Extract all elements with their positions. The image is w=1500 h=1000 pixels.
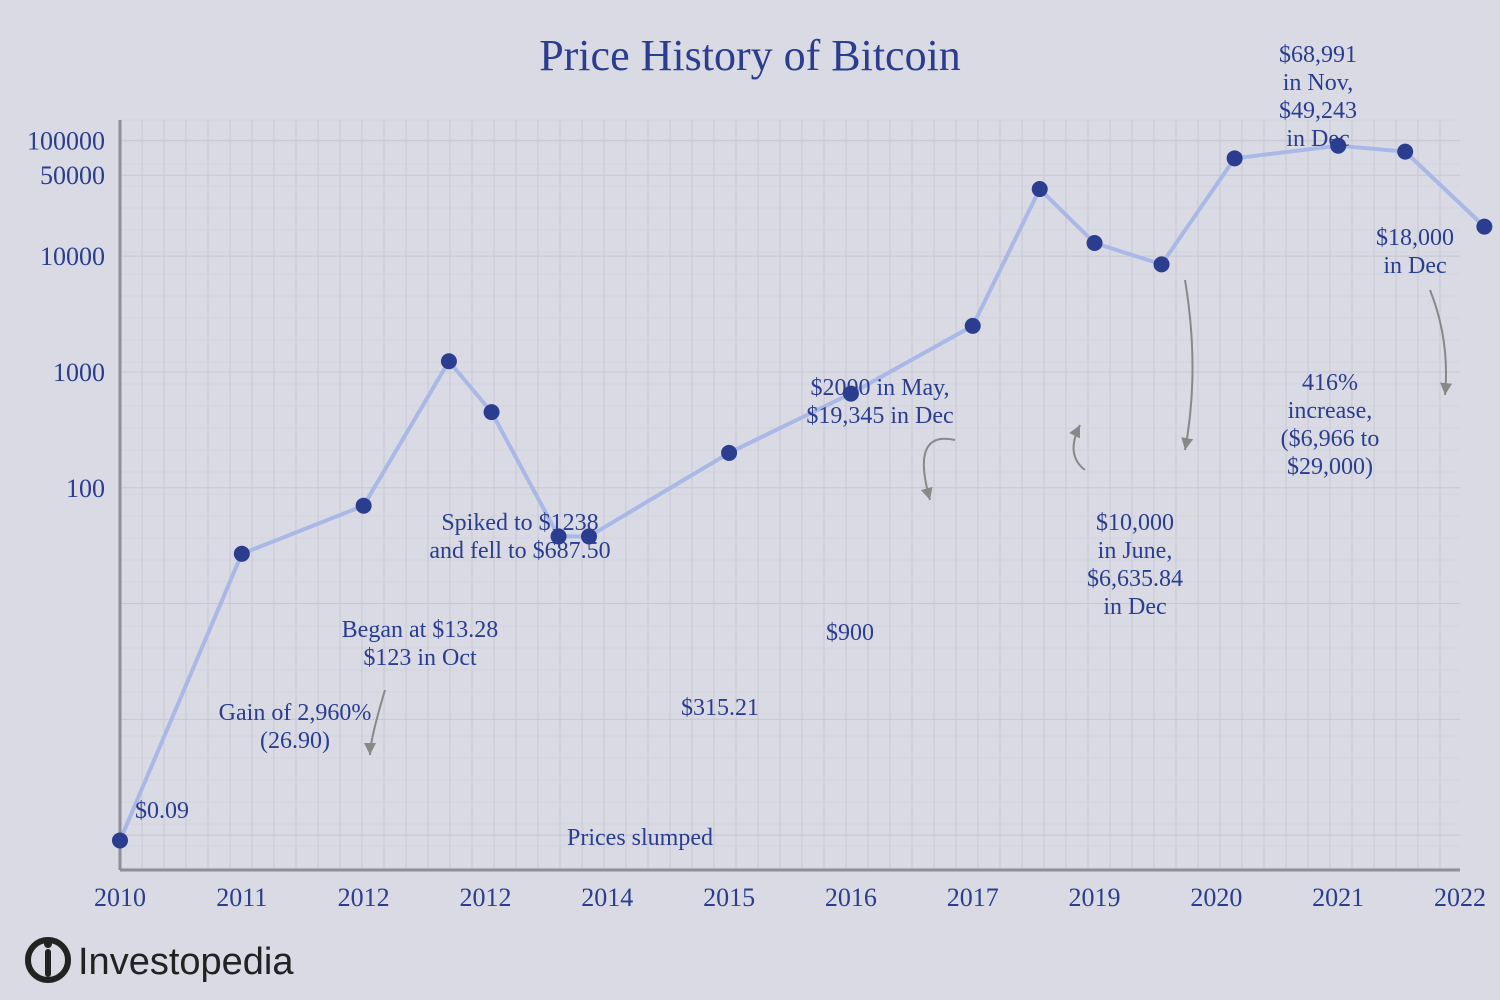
annotation: Prices slumped (567, 825, 713, 851)
chart-title: Price History of Bitcoin (539, 31, 961, 80)
annotation-text: $2000 in May, (810, 375, 949, 401)
annotation-text: in Dec (1103, 594, 1166, 620)
annotation-text: in Dec (1383, 253, 1446, 279)
x-tick-label: 2021 (1312, 883, 1364, 912)
y-tick-label: 100000 (27, 126, 105, 155)
annotation-text: (26.90) (260, 728, 330, 754)
x-tick-label: 2010 (94, 883, 146, 912)
annotation-text: Began at $13.28 (342, 617, 499, 643)
annotation-text: $900 (826, 620, 874, 646)
chart-background (0, 0, 1500, 1000)
x-tick-label: 2016 (825, 883, 877, 912)
data-point (1397, 144, 1413, 160)
annotation-text: in Dec (1286, 126, 1349, 152)
annotation-text: 416% (1302, 370, 1358, 396)
annotation: $315.21 (681, 695, 759, 721)
data-point (484, 404, 500, 420)
annotation-text: $0.09 (135, 798, 189, 824)
annotation: $0.09 (135, 798, 189, 824)
y-tick-label: 10000 (40, 242, 105, 271)
annotation-text: $19,345 in Dec (806, 403, 953, 429)
x-tick-label: 2017 (947, 883, 999, 912)
x-tick-label: 2012 (459, 883, 511, 912)
data-point (1032, 181, 1048, 197)
x-tick-label: 2022 (1434, 883, 1486, 912)
source-label: Investopedia (78, 941, 294, 983)
annotation-text: $315.21 (681, 695, 759, 721)
annotation-text: Gain of 2,960% (219, 700, 372, 726)
x-tick-label: 2020 (1190, 883, 1242, 912)
annotation-text: $123 in Oct (363, 645, 477, 671)
annotation-text: increase, (1288, 398, 1373, 424)
price-history-chart: 100 1000 10000 50000 100000 2010 2011 2012 2012 2… (0, 0, 1500, 1000)
annotation: $900 (826, 620, 874, 646)
x-tick-label: 2014 (581, 883, 633, 912)
y-tick-label: 100 (66, 474, 105, 503)
x-tick-label: 2015 (703, 883, 755, 912)
data-point (721, 445, 737, 461)
annotation-text: $49,243 (1279, 98, 1357, 124)
annotation-text: in Nov, (1283, 70, 1353, 96)
annotation-text: $6,635.84 (1087, 566, 1183, 592)
annotation-text: ($6,966 to (1281, 426, 1380, 452)
annotation-text: $10,000 (1096, 510, 1174, 536)
data-point (1227, 150, 1243, 166)
annotation-text: in June, (1098, 538, 1173, 564)
chart-container: 100 1000 10000 50000 100000 2010 2011 2012 2012 2… (0, 0, 1500, 1000)
data-point (112, 832, 128, 848)
annotation-text: Spiked to $1238 (441, 510, 598, 536)
annotation-text: $68,991 (1279, 42, 1357, 68)
annotation-text: $29,000) (1287, 454, 1373, 480)
annotation-text: and fell to $687.50 (429, 538, 610, 564)
x-tick-label: 2011 (216, 883, 267, 912)
data-point (1476, 219, 1492, 235)
data-point (1154, 256, 1170, 272)
annotation-text: Prices slumped (567, 825, 713, 851)
x-tick-label: 2012 (338, 883, 390, 912)
annotation-text: $18,000 (1376, 225, 1454, 251)
data-point (1087, 235, 1103, 251)
y-tick-label: 1000 (53, 358, 105, 387)
data-point (441, 353, 457, 369)
data-point (965, 318, 981, 334)
x-tick-label: 2019 (1069, 883, 1121, 912)
y-tick-label: 50000 (40, 161, 105, 190)
data-point (234, 546, 250, 562)
data-point (356, 498, 372, 514)
